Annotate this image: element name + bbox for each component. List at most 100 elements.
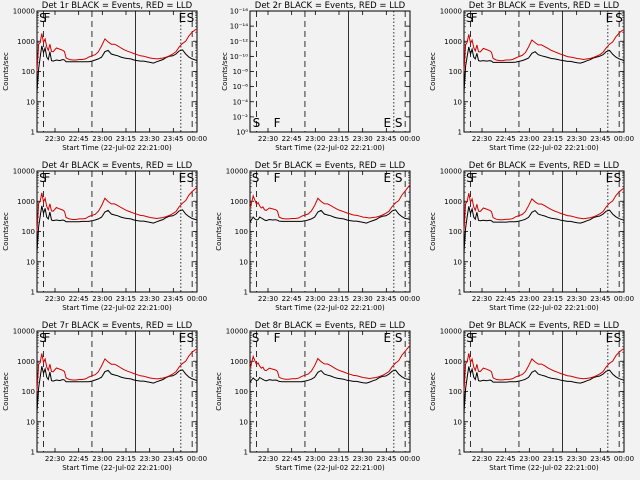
marker-label-f: F bbox=[274, 116, 281, 130]
x-axis-label: Start Time (22-Jul-02 22:21:00) bbox=[275, 144, 385, 152]
y-tick-label: 10 bbox=[453, 418, 462, 426]
x-axis-label: Start Time (22-Jul-02 22:21:00) bbox=[489, 304, 599, 312]
y-axis-label: Counts/sec bbox=[429, 52, 437, 91]
y-tick-label: 10000 bbox=[440, 168, 462, 176]
panel-title: Det 8r BLACK = Events, RED = LLD bbox=[255, 321, 406, 331]
x-tick-label: 23:45 bbox=[590, 295, 610, 303]
y-tick-label: 10⁻⁴ bbox=[233, 98, 249, 106]
x-tick-label: 23:15 bbox=[329, 295, 349, 303]
series-lld-line bbox=[36, 28, 198, 72]
panel-title: Det 3r BLACK = Events, RED = LLD bbox=[469, 1, 620, 11]
y-axis-label: Counts/sec bbox=[221, 52, 229, 91]
marker-label-s: S bbox=[466, 331, 474, 345]
x-tick-label: 00:00 bbox=[400, 135, 420, 143]
marker-label-e: E bbox=[384, 116, 392, 130]
x-tick-label: 23:15 bbox=[116, 295, 136, 303]
plot-frame bbox=[249, 170, 411, 293]
marker-label-s: S bbox=[39, 331, 47, 345]
x-tick-label: 00:00 bbox=[614, 455, 634, 463]
panel-det-7: Det 7r BLACK = Events, RED = LLD 1 10 100 10… bbox=[2, 321, 207, 472]
y-tick-label: 10⁻¹⁴ bbox=[230, 23, 248, 31]
series-lld-line bbox=[249, 184, 411, 220]
y-tick-label: 1 bbox=[458, 289, 462, 297]
x-tick-label: 22:30 bbox=[472, 295, 492, 303]
marker-label-s: S bbox=[395, 171, 403, 185]
y-tick-label: 1 bbox=[458, 449, 462, 457]
plot-frame bbox=[463, 330, 625, 453]
x-tick-label: 23:00 bbox=[305, 295, 325, 303]
panel-det-5: Det 5r BLACK = Events, RED = LLD 1 10 100 10… bbox=[215, 161, 420, 312]
marker-label-s: S bbox=[253, 116, 261, 130]
y-tick-label: 10 bbox=[239, 258, 248, 266]
y-axis-label: Counts/sec bbox=[2, 372, 10, 411]
y-tick-label: 10 bbox=[453, 258, 462, 266]
y-tick-label: 10 bbox=[239, 418, 248, 426]
marker-label-s: S bbox=[615, 11, 623, 25]
series-events-line bbox=[249, 209, 411, 224]
y-tick-label: 1000 bbox=[230, 358, 248, 366]
y-axis-label: Counts/sec bbox=[2, 212, 10, 251]
x-tick-label: 23:30 bbox=[567, 295, 587, 303]
plot-frame bbox=[249, 330, 411, 453]
x-tick-label: 00:00 bbox=[400, 295, 420, 303]
series-lld-line bbox=[463, 29, 625, 72]
y-tick-label: 1000 bbox=[444, 198, 462, 206]
x-tick-label: 22:30 bbox=[45, 455, 65, 463]
series-lld-line bbox=[36, 348, 198, 392]
plot-frame bbox=[249, 10, 411, 133]
x-tick-label: 22:45 bbox=[496, 135, 516, 143]
x-tick-label: 23:30 bbox=[567, 455, 587, 463]
marker-label-f: F bbox=[470, 171, 477, 185]
panel-det-8: Det 8r BLACK = Events, RED = LLD 1 10 100 10… bbox=[215, 321, 420, 472]
panel-det-2: Det 2r BLACK = Events, RED = LLD 10⁰ 10⁻² 1… bbox=[221, 1, 420, 152]
x-tick-label: 23:45 bbox=[590, 135, 610, 143]
series-lld-line bbox=[463, 187, 625, 232]
x-tick-label: 22:30 bbox=[258, 295, 278, 303]
x-axis-label: Start Time (22-Jul-02 22:21:00) bbox=[275, 304, 385, 312]
y-tick-label: 10 bbox=[26, 258, 35, 266]
marker-label-s: S bbox=[466, 11, 474, 25]
marker-label-s: S bbox=[252, 331, 260, 345]
x-tick-label: 22:45 bbox=[282, 295, 302, 303]
marker-label-s: S bbox=[614, 331, 622, 345]
y-axis-label: Counts/sec bbox=[215, 372, 223, 411]
y-tick-label: 10⁻¹² bbox=[230, 38, 248, 46]
x-tick-label: 23:30 bbox=[140, 135, 160, 143]
x-tick-label: 23:45 bbox=[163, 455, 183, 463]
x-axis-label: Start Time (22-Jul-02 22:21:00) bbox=[489, 144, 599, 152]
x-tick-label: 23:45 bbox=[376, 455, 396, 463]
series-lld-line bbox=[463, 348, 625, 392]
plot-frame bbox=[36, 10, 198, 133]
panel-title: Det 7r BLACK = Events, RED = LLD bbox=[42, 321, 193, 331]
x-axis-label: Start Time (22-Jul-02 22:21:00) bbox=[62, 144, 172, 152]
y-tick-label: 10 bbox=[26, 418, 35, 426]
marker-label-f: F bbox=[470, 331, 477, 345]
x-tick-label: 23:00 bbox=[305, 455, 325, 463]
marker-label-e: E bbox=[179, 11, 187, 25]
x-tick-label: 22:45 bbox=[496, 295, 516, 303]
x-tick-label: 23:15 bbox=[116, 455, 136, 463]
marker-label-s: S bbox=[466, 171, 474, 185]
y-tick-label: 1 bbox=[31, 289, 35, 297]
x-tick-label: 00:00 bbox=[400, 455, 420, 463]
x-tick-label: 23:45 bbox=[163, 135, 183, 143]
y-tick-label: 1000 bbox=[230, 198, 248, 206]
marker-label-s: S bbox=[187, 11, 195, 25]
y-tick-label: 100 bbox=[22, 68, 35, 76]
x-tick-label: 23:30 bbox=[567, 135, 587, 143]
y-tick-label: 10⁻¹⁶ bbox=[230, 8, 248, 16]
x-tick-label: 22:45 bbox=[69, 455, 89, 463]
plot-frame bbox=[463, 10, 625, 133]
y-tick-label: 100 bbox=[22, 228, 35, 236]
x-tick-label: 00:00 bbox=[614, 135, 634, 143]
y-axis-label: Counts/sec bbox=[429, 212, 437, 251]
x-tick-label: 23:45 bbox=[163, 295, 183, 303]
x-tick-label: 23:30 bbox=[140, 295, 160, 303]
x-tick-label: 23:00 bbox=[519, 135, 539, 143]
y-tick-label: 100 bbox=[22, 388, 35, 396]
x-tick-label: 23:30 bbox=[353, 295, 373, 303]
y-tick-label: 10000 bbox=[440, 328, 462, 336]
x-tick-label: 22:30 bbox=[45, 295, 65, 303]
marker-label-f: F bbox=[43, 171, 50, 185]
